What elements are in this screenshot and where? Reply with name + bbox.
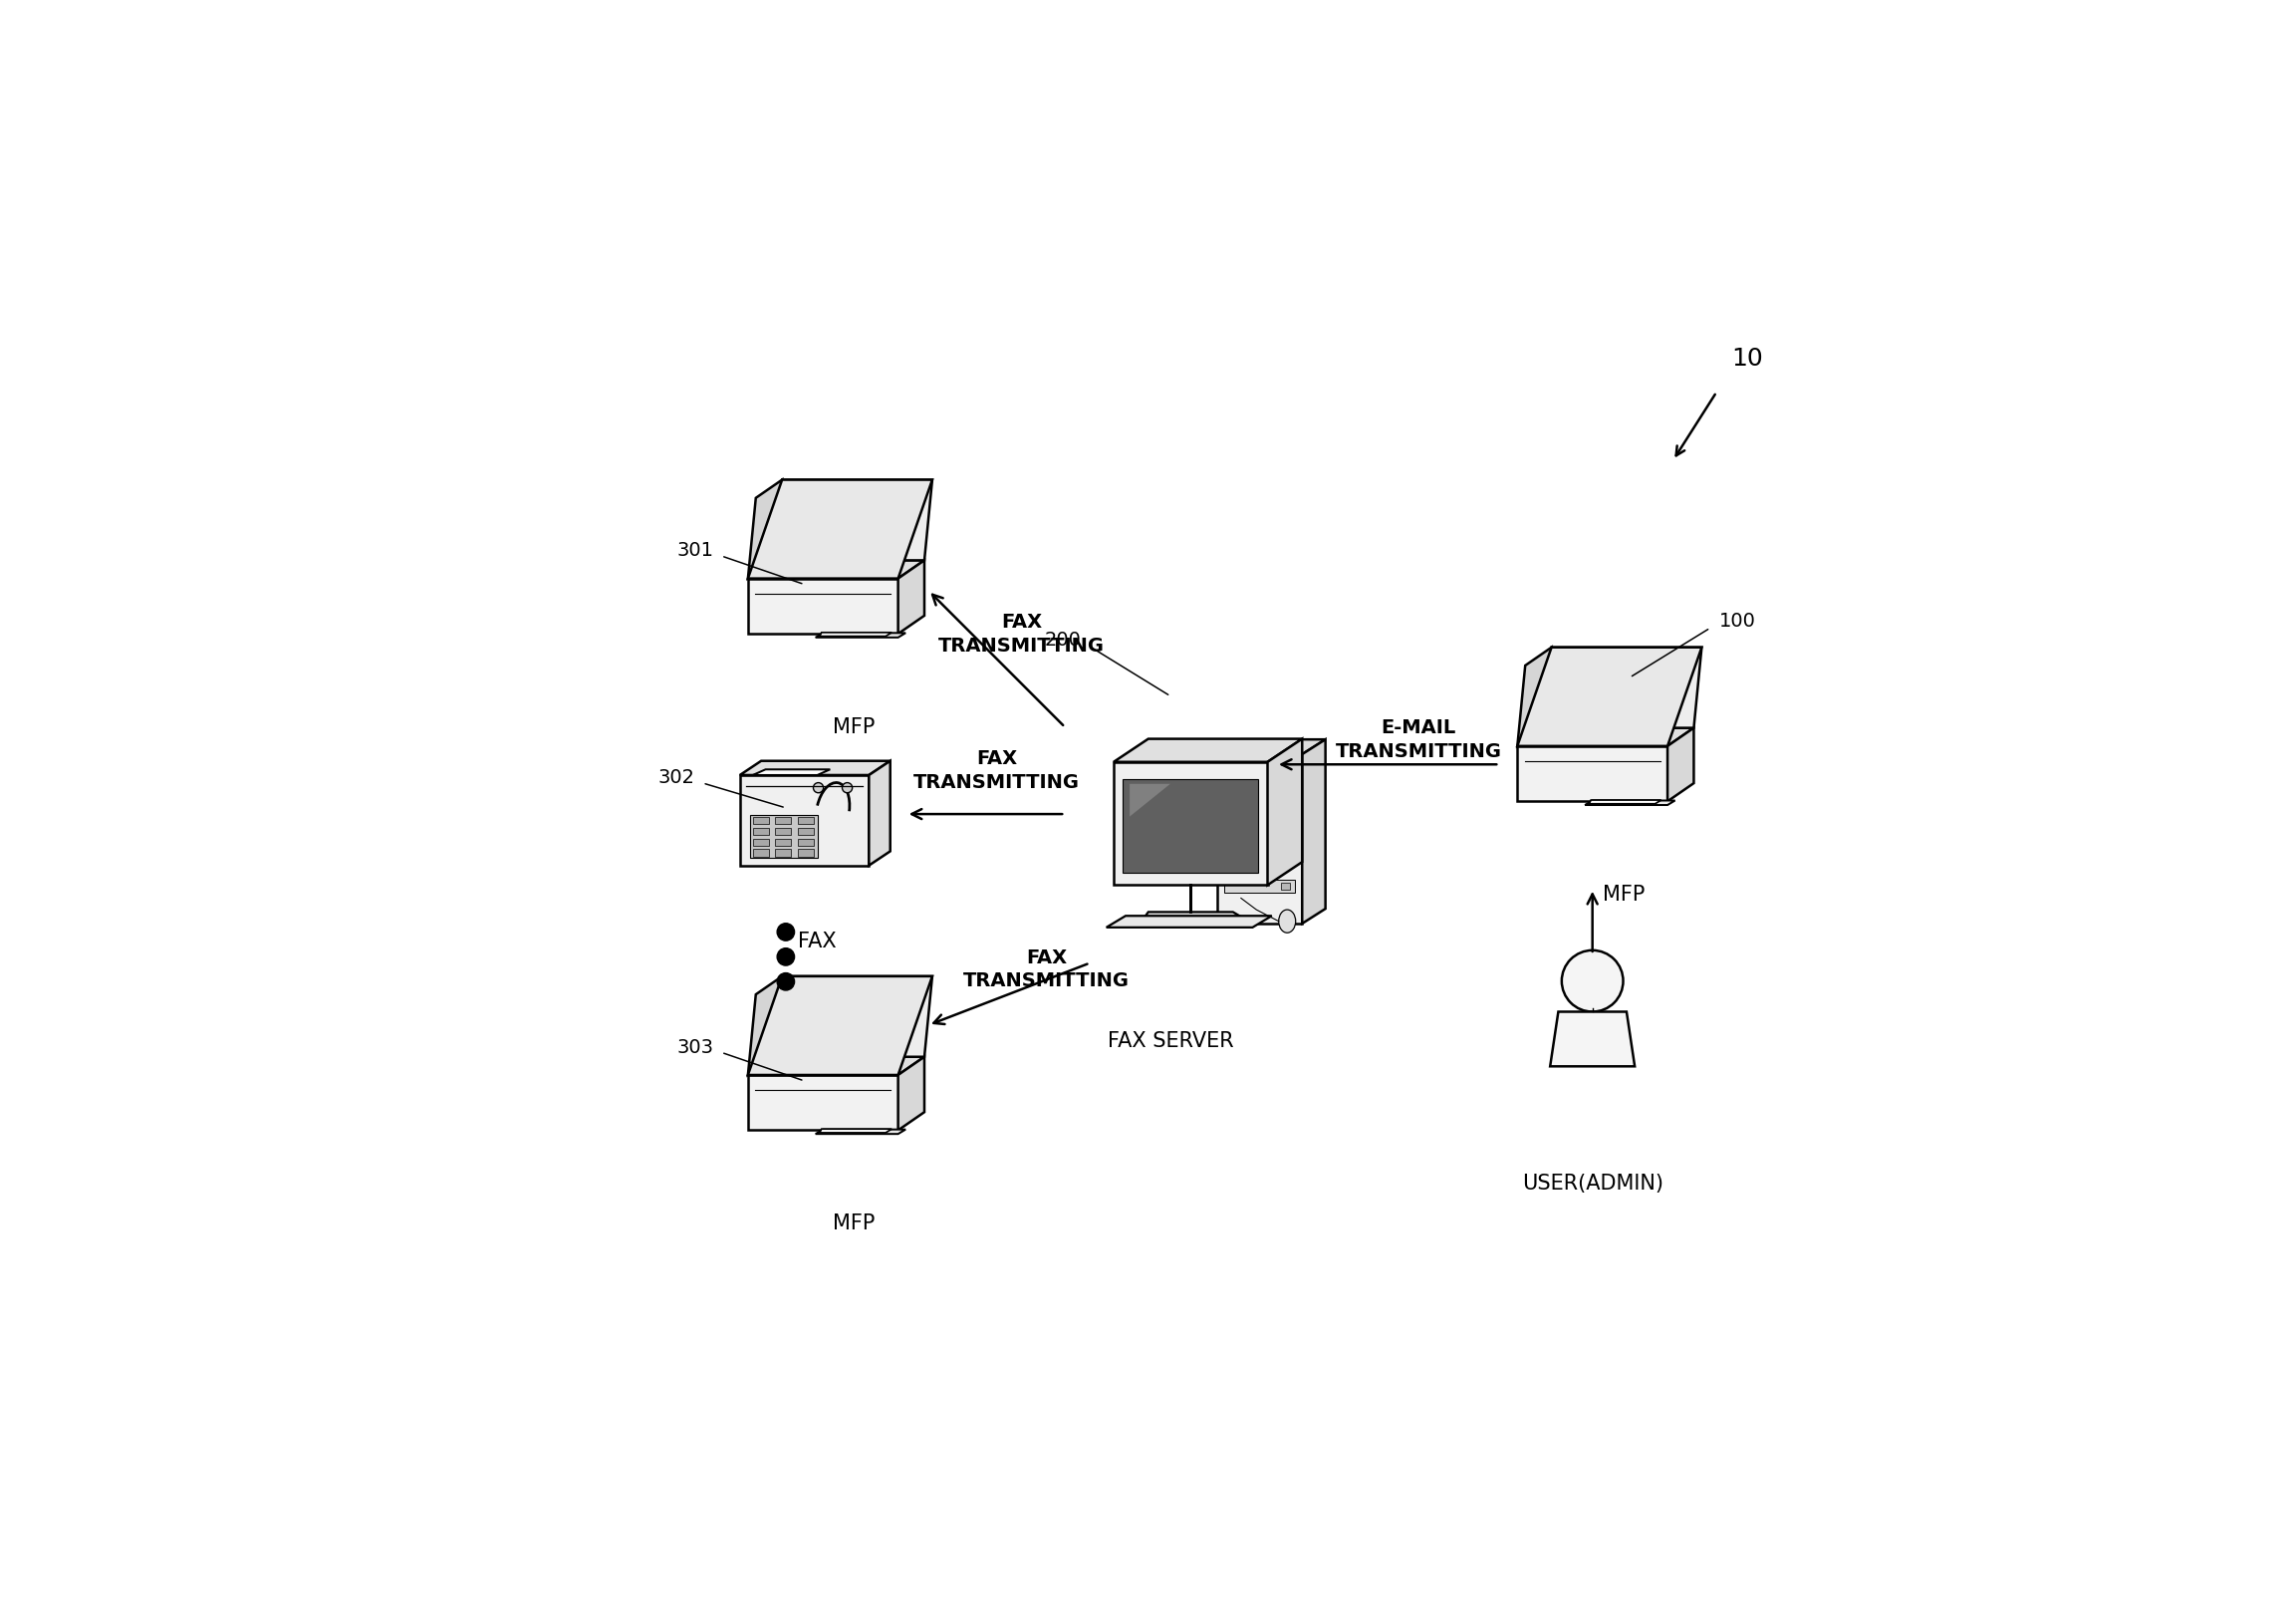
Polygon shape: [748, 977, 932, 1075]
Circle shape: [1561, 951, 1623, 1012]
Polygon shape: [748, 579, 898, 634]
Polygon shape: [1518, 746, 1667, 801]
Bar: [1281, 883, 1290, 890]
Circle shape: [813, 783, 824, 793]
Polygon shape: [1518, 648, 1552, 746]
Bar: [1224, 825, 1295, 838]
Polygon shape: [868, 761, 891, 866]
Polygon shape: [748, 1057, 925, 1075]
Bar: [1224, 880, 1295, 893]
Bar: [797, 838, 813, 846]
Polygon shape: [1550, 1012, 1635, 1067]
Text: 303: 303: [677, 1038, 714, 1057]
Polygon shape: [898, 561, 925, 634]
Text: MFP: MFP: [833, 717, 875, 737]
Polygon shape: [1114, 738, 1302, 762]
Bar: [753, 817, 769, 824]
Text: 10: 10: [1731, 347, 1763, 371]
Text: 200: 200: [1045, 630, 1081, 650]
Polygon shape: [1584, 801, 1676, 804]
Bar: [797, 850, 813, 858]
Polygon shape: [774, 480, 932, 561]
Text: FAX
TRANSMITTING: FAX TRANSMITTING: [939, 613, 1104, 654]
Bar: [1281, 801, 1290, 808]
Polygon shape: [820, 1128, 891, 1133]
Text: MFP: MFP: [1603, 885, 1644, 904]
Polygon shape: [739, 761, 891, 775]
Polygon shape: [815, 634, 905, 637]
Polygon shape: [774, 977, 932, 1057]
Circle shape: [776, 948, 794, 966]
Polygon shape: [1543, 648, 1701, 729]
Polygon shape: [1302, 740, 1325, 924]
Text: 302: 302: [659, 769, 696, 788]
Bar: [1224, 853, 1295, 866]
Circle shape: [776, 974, 794, 990]
Polygon shape: [753, 769, 831, 775]
Polygon shape: [898, 1057, 925, 1130]
Polygon shape: [1130, 783, 1171, 817]
Polygon shape: [739, 775, 868, 866]
Polygon shape: [1518, 648, 1701, 746]
Polygon shape: [748, 480, 932, 579]
Bar: [753, 827, 769, 835]
Polygon shape: [1267, 738, 1302, 885]
Polygon shape: [748, 977, 783, 1075]
Polygon shape: [815, 1130, 905, 1133]
Ellipse shape: [1279, 909, 1295, 933]
Circle shape: [776, 924, 794, 941]
Bar: [797, 817, 813, 824]
Bar: [776, 827, 792, 835]
Bar: [776, 850, 792, 858]
Text: USER(ADMIN): USER(ADMIN): [1522, 1174, 1662, 1194]
Circle shape: [843, 783, 852, 793]
Bar: [776, 817, 792, 824]
Polygon shape: [748, 561, 925, 579]
Bar: [753, 850, 769, 858]
Polygon shape: [1107, 916, 1272, 927]
Polygon shape: [1143, 912, 1242, 917]
Polygon shape: [1217, 754, 1302, 924]
Text: FAX SERVER: FAX SERVER: [1107, 1032, 1233, 1051]
Bar: [776, 838, 792, 846]
Bar: [751, 814, 817, 858]
Bar: [753, 838, 769, 846]
Text: FAX
TRANSMITTING: FAX TRANSMITTING: [914, 750, 1079, 791]
Polygon shape: [820, 632, 891, 637]
Polygon shape: [1114, 762, 1267, 885]
Text: E-MAIL
TRANSMITTING: E-MAIL TRANSMITTING: [1336, 719, 1502, 761]
Text: 100: 100: [1720, 613, 1756, 632]
Polygon shape: [1589, 800, 1660, 804]
Polygon shape: [1667, 729, 1694, 801]
Bar: [1281, 829, 1290, 835]
Text: FAX
TRANSMITTING: FAX TRANSMITTING: [964, 948, 1130, 990]
Bar: [797, 827, 813, 835]
Bar: [1224, 798, 1295, 812]
Bar: [1281, 856, 1290, 862]
Bar: [1123, 779, 1258, 872]
Text: 301: 301: [677, 542, 714, 561]
Polygon shape: [748, 480, 783, 579]
Polygon shape: [748, 1075, 898, 1130]
Text: MFP: MFP: [833, 1214, 875, 1233]
Polygon shape: [1217, 740, 1325, 754]
Text: FAX: FAX: [797, 932, 836, 953]
Polygon shape: [1518, 729, 1694, 746]
